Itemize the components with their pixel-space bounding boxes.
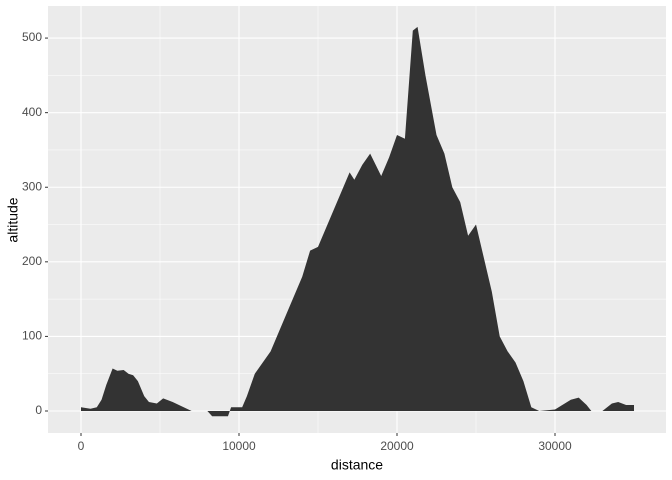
y-tick-label: 100: [22, 329, 42, 343]
y-tick-label: 200: [22, 254, 42, 268]
x-tick-label: 30000: [538, 439, 572, 453]
x-tick-label: 20000: [380, 439, 414, 453]
area: [81, 26, 635, 417]
x-axis-label: distance: [331, 457, 383, 473]
x-tick-label: 10000: [222, 439, 256, 453]
y-tick-label: 400: [22, 105, 42, 119]
y-tick-label: 300: [22, 179, 42, 193]
y-tick-label: 0: [35, 403, 42, 417]
y-tick-label: 500: [22, 30, 42, 44]
y-axis-label: altitude: [5, 197, 21, 242]
x-tick-label: 0: [78, 439, 85, 453]
